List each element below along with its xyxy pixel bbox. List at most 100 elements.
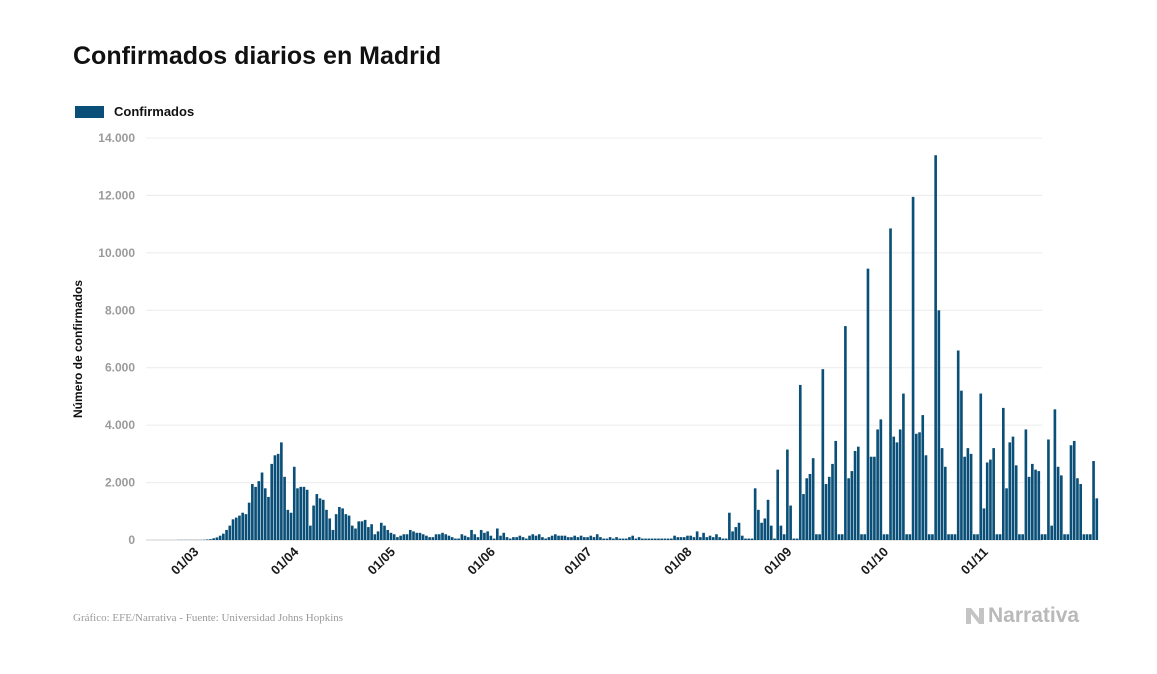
bar — [969, 453, 973, 540]
bar — [289, 512, 293, 540]
bar — [760, 522, 763, 540]
bar — [299, 486, 303, 540]
bar — [215, 537, 219, 540]
bar — [389, 532, 393, 540]
bar — [325, 509, 328, 540]
bar — [786, 449, 789, 540]
y-tick-label: 4.000 — [105, 418, 135, 432]
bar — [905, 534, 908, 540]
x-tick-label: 01/10 — [858, 544, 892, 578]
x-tick-label: 01/03 — [168, 544, 202, 578]
bar — [943, 466, 947, 540]
bar — [399, 535, 402, 540]
bar — [705, 537, 709, 540]
bar — [931, 534, 934, 540]
bar — [747, 538, 751, 540]
bar — [982, 508, 986, 540]
bar — [766, 499, 770, 540]
bar — [750, 538, 754, 540]
bar — [321, 499, 325, 540]
bar — [1060, 475, 1063, 540]
bar — [676, 537, 680, 540]
bar — [621, 538, 625, 540]
bar — [280, 442, 283, 540]
bar — [947, 534, 950, 540]
brand-logo: Narrativa — [964, 604, 1079, 628]
bar — [856, 446, 860, 540]
bar — [776, 469, 780, 540]
bar — [238, 515, 241, 540]
bar — [927, 534, 931, 540]
bar — [644, 538, 647, 540]
bar — [563, 535, 567, 540]
bar — [479, 529, 483, 540]
bar — [550, 535, 554, 540]
bar — [405, 534, 409, 540]
bar — [724, 538, 728, 540]
bar — [818, 534, 821, 540]
x-tick-label: 01/09 — [761, 544, 795, 578]
bar — [992, 448, 995, 540]
bar — [744, 538, 747, 540]
bar — [924, 455, 928, 540]
bar — [554, 534, 557, 540]
bar — [525, 538, 528, 540]
bar — [789, 505, 792, 540]
bar — [824, 484, 828, 540]
bar — [624, 538, 628, 540]
bar — [344, 514, 348, 540]
bar — [973, 534, 976, 540]
bar — [908, 534, 912, 540]
bar — [312, 505, 315, 540]
bar — [808, 473, 812, 540]
bar — [309, 525, 312, 540]
bar — [860, 534, 863, 540]
bar — [473, 534, 477, 540]
bar — [257, 481, 261, 540]
bar — [902, 393, 905, 540]
bar — [350, 525, 354, 540]
bar — [666, 538, 670, 540]
bar — [702, 532, 705, 540]
brand-name: Narrativa — [988, 604, 1080, 627]
bar — [1053, 409, 1057, 540]
bar — [415, 532, 419, 540]
bar — [466, 537, 470, 540]
bar — [228, 525, 232, 540]
bar — [576, 537, 580, 540]
bar — [1069, 445, 1073, 540]
bar — [357, 521, 361, 540]
bar — [276, 453, 280, 540]
bar — [234, 517, 238, 540]
bar — [815, 534, 818, 540]
bar — [1043, 534, 1047, 540]
bar — [721, 538, 725, 540]
bar — [847, 478, 850, 540]
bar — [363, 519, 367, 540]
bar — [244, 514, 248, 540]
y-tick-label: 8.000 — [105, 303, 135, 317]
bar — [1024, 429, 1028, 540]
bar — [599, 537, 602, 540]
bar — [537, 534, 541, 540]
legend: Confirmados — [75, 104, 194, 119]
bar — [827, 476, 831, 540]
bar — [347, 515, 351, 540]
bar — [1034, 469, 1037, 540]
bar — [521, 537, 525, 540]
bar — [731, 531, 734, 540]
bar — [615, 537, 618, 540]
bar — [689, 535, 693, 540]
bar — [631, 535, 634, 540]
bar — [547, 537, 551, 540]
bar — [586, 537, 589, 540]
bar — [937, 310, 941, 540]
bar — [1011, 436, 1015, 540]
bar — [612, 538, 615, 540]
bar — [286, 509, 290, 540]
bar — [489, 535, 493, 540]
bar — [966, 448, 970, 540]
bar — [370, 524, 373, 540]
bar — [302, 486, 306, 540]
bar — [1082, 534, 1086, 540]
